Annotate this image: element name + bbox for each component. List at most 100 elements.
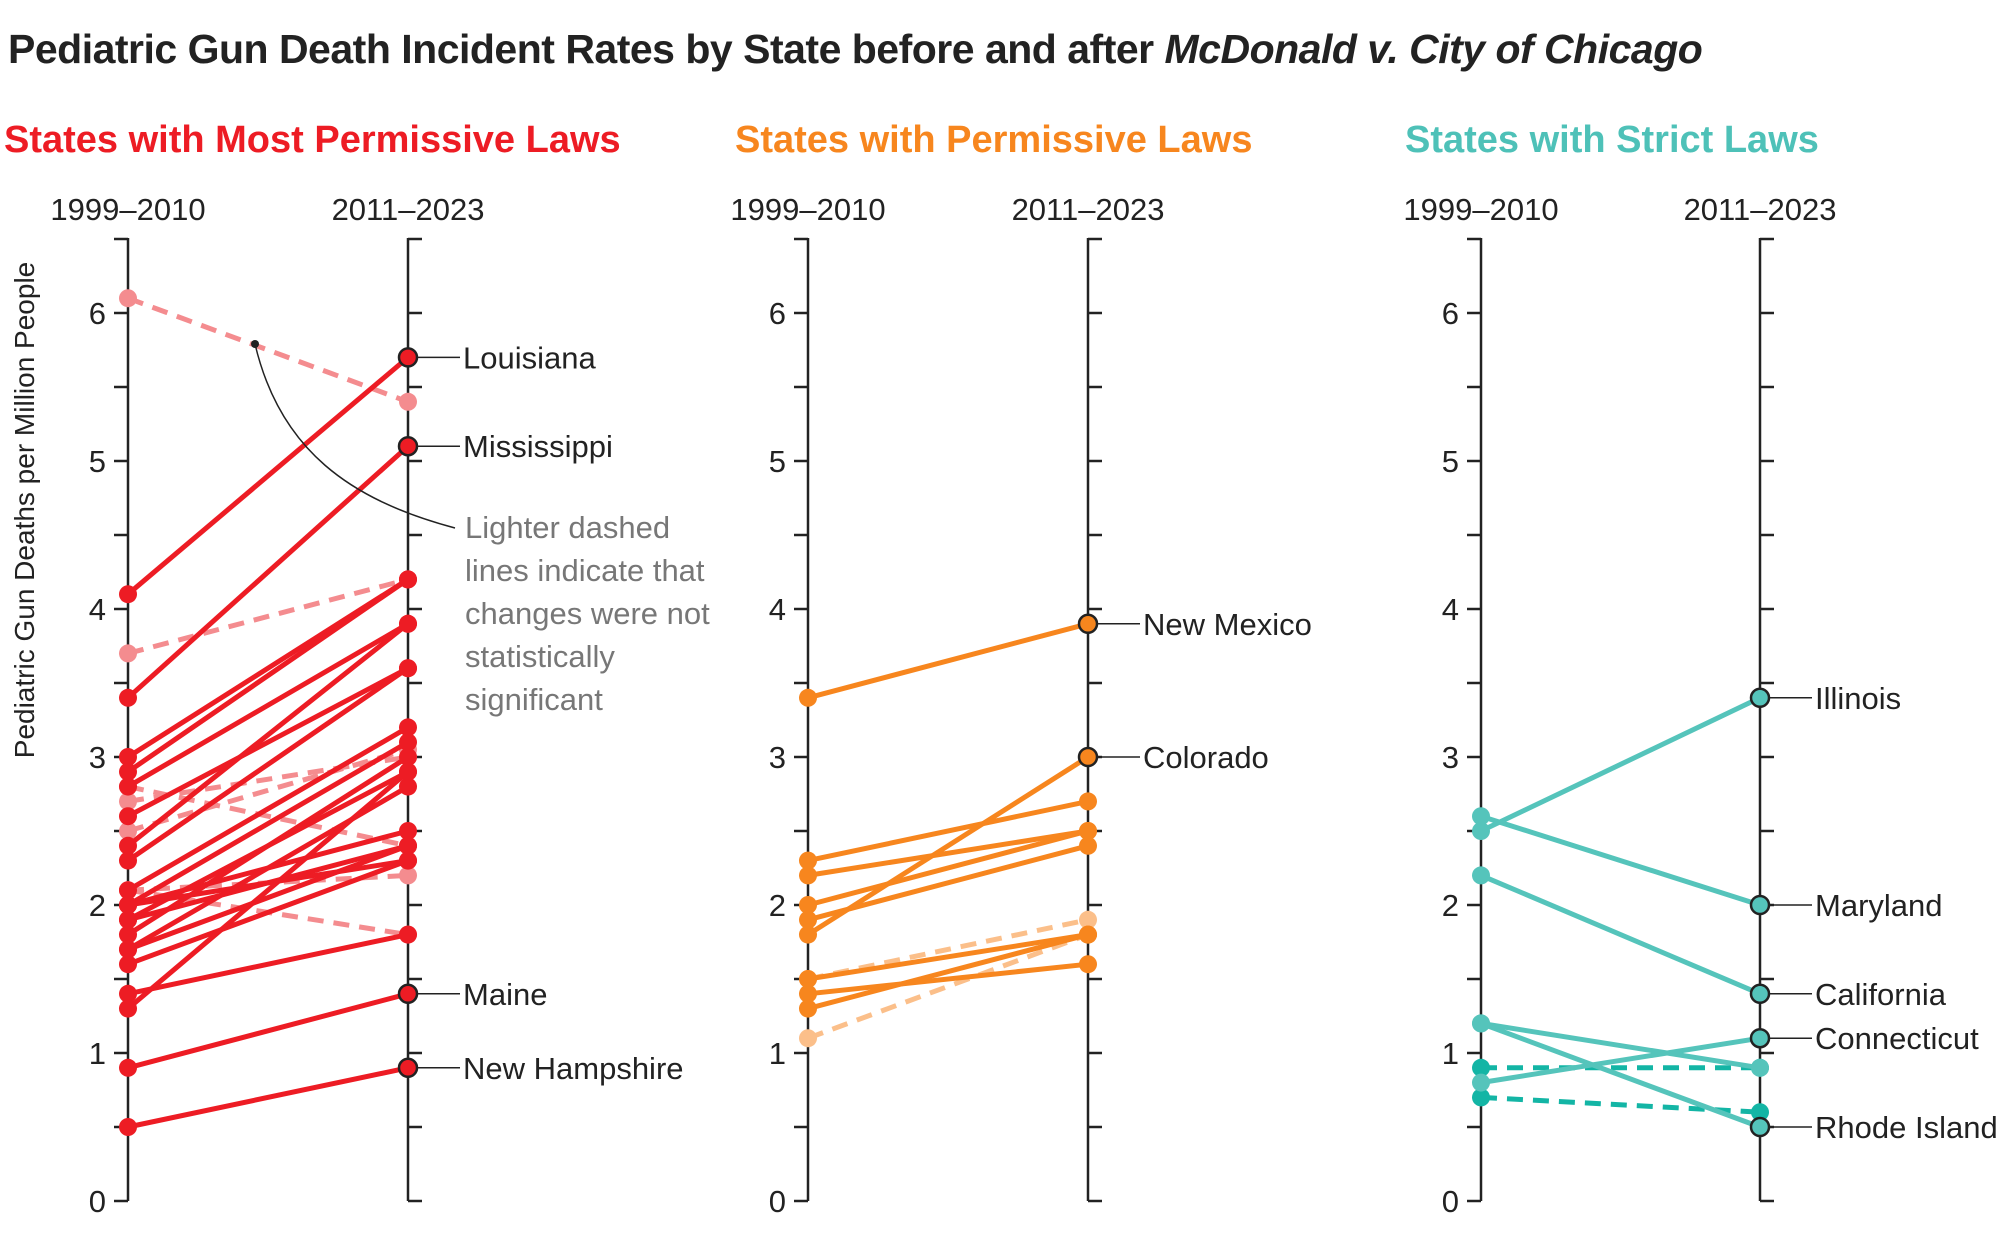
point-before: [799, 851, 817, 870]
slope-line: [1480, 813, 1761, 908]
point-after: [399, 718, 417, 737]
slope-line: [127, 295, 409, 405]
y-tick-label: 1: [769, 1036, 786, 1071]
point-before: [799, 984, 817, 1003]
point-before: [119, 1058, 137, 1077]
point-before: [799, 896, 817, 914]
slope-line: [807, 932, 1089, 1041]
y-tick-label: 6: [1442, 296, 1459, 331]
point-after: [1077, 613, 1099, 635]
y-tick-label: 4: [769, 592, 786, 627]
point-before: [799, 866, 817, 885]
column-header: 2011–2023: [1012, 192, 1165, 227]
slope-line: [127, 843, 409, 952]
y-tick-label: 0: [1442, 1184, 1459, 1219]
point-after: [397, 1057, 419, 1079]
state-label: Maryland: [1815, 888, 1943, 923]
slope-line: [1480, 1035, 1761, 1086]
slope-line: [126, 444, 410, 700]
point-after: [1749, 1116, 1771, 1138]
column-header: 1999–2010: [50, 192, 205, 227]
state-label: Colorado: [1143, 740, 1269, 775]
annotation-leader: [254, 343, 456, 529]
slope-line: [807, 932, 1089, 1012]
state-label: New Hampshire: [463, 1051, 684, 1086]
annotation-text: Lighter dashed: [465, 510, 670, 545]
annotation-text: changes were not: [465, 596, 710, 631]
slope-line: [126, 740, 410, 908]
point-before: [119, 999, 137, 1018]
slope-line: [807, 798, 1089, 864]
slope-line: [1480, 1020, 1761, 1071]
point-before: [119, 1118, 137, 1136]
point-after: [399, 836, 417, 855]
point-after: [399, 733, 417, 752]
y-tick-label: 2: [89, 888, 106, 923]
y-tick-label: 2: [1442, 888, 1459, 923]
point-before: [799, 688, 817, 707]
point-after: [1079, 822, 1097, 840]
slope-line: [126, 754, 410, 937]
y-tick-label: 1: [1442, 1036, 1459, 1071]
state-label: California: [1815, 977, 1947, 1012]
slope-line: [1480, 1094, 1761, 1115]
point-before: [119, 822, 137, 840]
column-header: 2011–2023: [332, 192, 485, 227]
y-tick-label: 4: [89, 592, 106, 627]
point-after: [1751, 1058, 1769, 1077]
y-axis-label: Pediatric Gun Deaths per Million People: [9, 262, 40, 758]
point-after: [399, 659, 417, 678]
y-tick-label: 6: [769, 296, 786, 331]
y-tick-label: 0: [89, 1184, 106, 1219]
y-tick-label: 3: [769, 740, 786, 775]
point-after: [399, 851, 417, 870]
slope-line: [127, 858, 409, 908]
point-before: [119, 955, 137, 974]
point-after: [399, 925, 417, 944]
point-after: [1751, 1103, 1769, 1122]
y-tick-label: 5: [769, 444, 786, 479]
point-before: [1472, 1073, 1490, 1092]
point-after: [397, 435, 419, 457]
point-before: [799, 1029, 817, 1048]
column-header: 1999–2010: [1403, 192, 1558, 227]
point-before: [119, 896, 137, 914]
point-before: [119, 748, 137, 766]
point-before: [1472, 1088, 1490, 1107]
slope-line: [126, 725, 410, 893]
point-after: [399, 570, 417, 589]
slope-line: [807, 932, 1089, 982]
point-after: [399, 748, 417, 766]
state-label: Louisiana: [463, 340, 596, 375]
y-tick-label: 3: [89, 740, 106, 775]
annotation-text: statistically: [465, 639, 615, 674]
point-before: [119, 792, 137, 811]
slope-line: [807, 917, 1089, 982]
point-after: [399, 777, 417, 796]
point-before: [799, 925, 817, 944]
point-after: [1749, 983, 1771, 1005]
slope-line: [807, 843, 1089, 923]
point-before: [119, 851, 137, 870]
y-tick-label: 6: [89, 296, 106, 331]
annotation-text: lines indicate that: [465, 553, 705, 588]
state-label: New Mexico: [1143, 607, 1312, 642]
point-before: [1472, 866, 1490, 885]
point-after: [399, 822, 417, 840]
point-before: [1472, 822, 1490, 840]
point-after: [399, 614, 417, 633]
point-after: [399, 392, 417, 411]
slope-line: [126, 577, 410, 774]
slope-line: [126, 665, 410, 819]
chart-title: Pediatric Gun Death Incident Rates by St…: [8, 26, 1703, 73]
slope-line: [127, 747, 409, 834]
point-before: [1472, 1014, 1490, 1033]
y-tick-label: 5: [1442, 444, 1459, 479]
state-label: Rhode Island: [1815, 1110, 1998, 1145]
point-before: [119, 925, 137, 944]
point-after: [1079, 910, 1097, 929]
y-tick-label: 0: [769, 1184, 786, 1219]
point-before: [119, 836, 137, 855]
point-after: [399, 762, 417, 781]
